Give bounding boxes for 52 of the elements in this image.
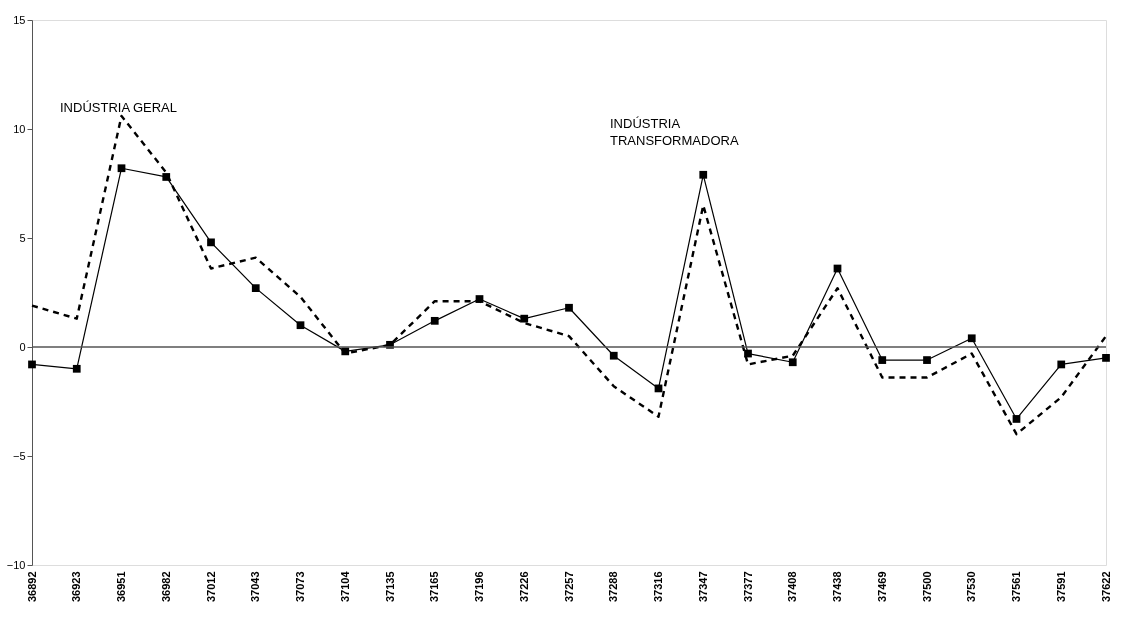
x-tick-label: 37257: [562, 571, 575, 603]
x-tick-label: 37012: [204, 571, 217, 603]
y-tick-label: 15: [13, 13, 26, 26]
x-tick-label: 37408: [786, 571, 799, 603]
line-series: [30, 114, 1108, 436]
point: [296, 321, 305, 330]
point: [520, 314, 529, 323]
point: [251, 284, 260, 293]
x-tick-label: 37500: [920, 571, 933, 603]
point: [430, 316, 439, 325]
x-tick-label: 37196: [473, 571, 485, 603]
point: [117, 164, 126, 173]
x-tick-label: 37165: [428, 571, 441, 603]
x-tick-label: 37073: [294, 571, 306, 603]
x-tick-label: 37530: [965, 571, 978, 603]
y-tick-label: 5: [19, 231, 26, 244]
point: [878, 356, 887, 364]
point: [609, 351, 618, 360]
x-tick-label: 37288: [607, 571, 620, 603]
y-tick-label: −5: [12, 449, 26, 462]
x-tick-label: 36982: [159, 571, 172, 603]
x-tick-label: 36923: [70, 571, 83, 603]
annotation: INDÚSTRIA TRANSFORMADORA: [610, 116, 739, 148]
x-tick-label: 36892: [25, 571, 38, 603]
point: [1102, 354, 1110, 362]
x-tick-label: 37347: [696, 571, 709, 603]
x-tick-label: 37043: [249, 571, 262, 603]
point: [565, 303, 573, 312]
y-tick-label: −10: [6, 558, 26, 571]
x-tick-label: 37316: [652, 571, 664, 603]
x-tick-label: 37377: [741, 571, 754, 603]
x-tick-label: 37622: [1099, 571, 1112, 603]
point: [788, 358, 797, 367]
point: [207, 238, 215, 247]
x-tick-label: 37104: [338, 570, 351, 603]
annotation: INDÚSTRIA GERAL: [60, 100, 178, 115]
point: [923, 356, 931, 364]
x-tick-label: 36951: [115, 571, 127, 603]
point: [1012, 415, 1021, 423]
point: [72, 364, 81, 373]
point: [1057, 360, 1066, 369]
point: [967, 334, 976, 343]
x-tick-label: 37226: [517, 571, 530, 603]
x-tick-label: 37135: [383, 571, 396, 603]
y-tick-label: 0: [19, 340, 26, 353]
x-tick-label: 37469: [875, 571, 888, 603]
point: [699, 170, 708, 179]
point: [28, 360, 36, 369]
x-tick-label: 37561: [1010, 571, 1022, 603]
x-tick-label: 37591: [1054, 571, 1067, 603]
x-tick-label: 37438: [831, 571, 843, 603]
y-tick-label: 10: [13, 122, 26, 135]
